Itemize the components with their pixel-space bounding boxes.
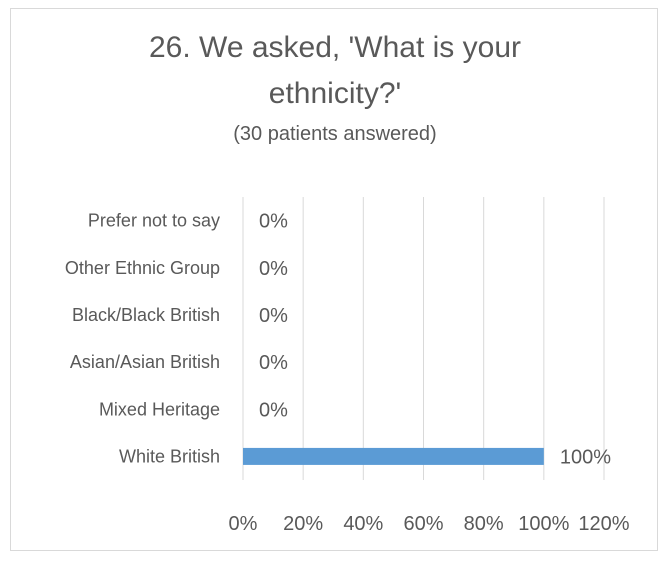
x-tick-label-5: 100% <box>518 513 569 535</box>
category-label-4: Other Ethnic Group <box>65 258 220 278</box>
x-tick-label-6: 120% <box>578 513 629 535</box>
data-label-0: 100% <box>560 446 611 468</box>
chart-subtitle: (30 patients answered) <box>233 123 437 145</box>
bar-0 <box>243 447 544 465</box>
category-label-1: Mixed Heritage <box>99 399 220 419</box>
x-tick-label-0: 0% <box>229 513 258 535</box>
category-label-3: Black/Black British <box>72 305 220 325</box>
x-tick-label-2: 40% <box>343 513 383 535</box>
x-tick-label-1: 20% <box>283 513 323 535</box>
x-tick-labels: 0% 20% 40% 60% 80% 100% 120% <box>229 513 630 535</box>
category-label-2: Asian/Asian British <box>70 352 220 372</box>
bars <box>243 447 544 465</box>
x-tick-label-3: 60% <box>403 513 443 535</box>
category-labels: White British Mixed Heritage Asian/Asian B… <box>65 211 220 467</box>
category-label-5: Prefer not to say <box>88 211 220 231</box>
x-tick-label-4: 80% <box>464 513 504 535</box>
data-label-4: 0% <box>259 258 288 280</box>
gridlines <box>242 197 605 480</box>
chart-title-line-1: 26. We asked, 'What is your <box>149 31 521 64</box>
data-label-1: 0% <box>259 399 288 421</box>
category-label-0: White British <box>119 446 220 466</box>
data-label-5: 0% <box>259 211 288 233</box>
data-label-3: 0% <box>259 305 288 327</box>
data-labels: 100% 0% 0% 0% 0% 0% <box>259 211 611 469</box>
data-label-2: 0% <box>259 352 288 374</box>
chart-title-line-2: ethnicity?' <box>268 77 402 110</box>
